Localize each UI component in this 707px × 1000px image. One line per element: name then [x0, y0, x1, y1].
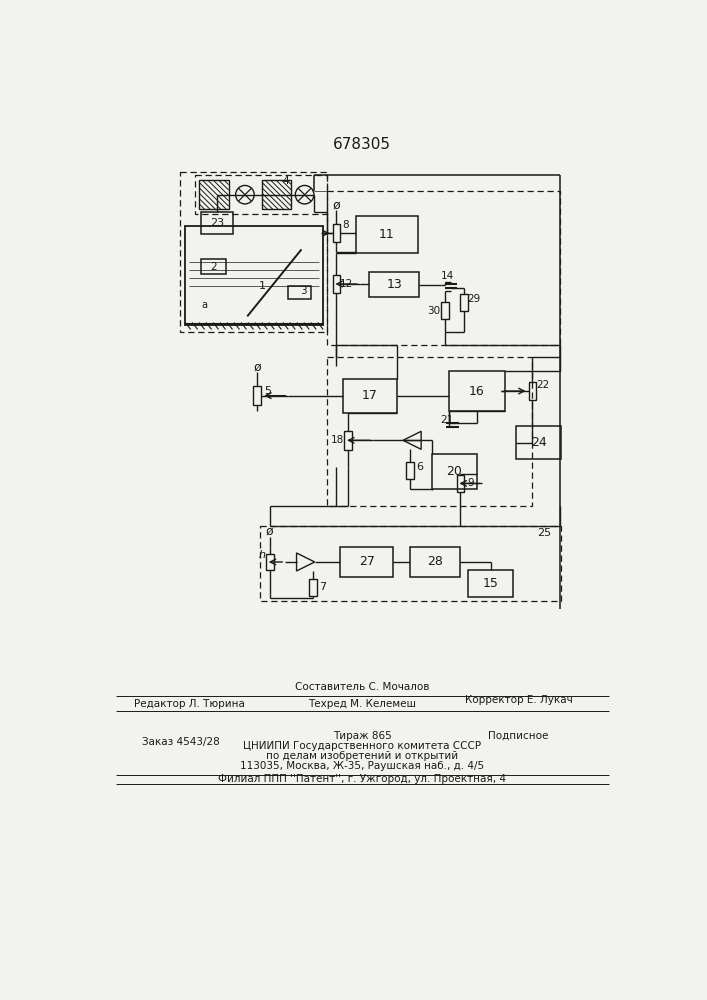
Text: 21: 21 — [440, 415, 453, 425]
Text: 2: 2 — [210, 262, 216, 272]
Text: 14: 14 — [440, 271, 454, 281]
Text: 11: 11 — [379, 228, 395, 241]
Bar — [309, 579, 317, 596]
Text: 3: 3 — [300, 286, 306, 296]
Bar — [356, 216, 418, 253]
Text: ø: ø — [332, 199, 340, 212]
Bar — [457, 475, 464, 492]
Bar — [201, 259, 226, 274]
Text: 8: 8 — [342, 220, 349, 230]
Text: ø: ø — [254, 361, 261, 374]
Text: 16: 16 — [469, 385, 484, 398]
Text: h: h — [259, 550, 265, 560]
Bar — [266, 554, 274, 570]
Bar — [180, 172, 327, 332]
Text: 15: 15 — [483, 577, 498, 590]
Text: 12: 12 — [340, 279, 353, 289]
Text: Редактор Л. Тюрина: Редактор Л. Тюрина — [134, 699, 245, 709]
Text: по делам изобретений и открытий: по делам изобретений и открытий — [266, 751, 458, 761]
Text: Техред М. Келемеш: Техред М. Келемеш — [308, 699, 416, 709]
Text: Составитель С. Мочалов: Составитель С. Мочалов — [295, 682, 429, 692]
Bar — [288, 286, 311, 299]
Text: ЦНИИПИ Государственного комитета СССР: ЦНИИПИ Государственного комитета СССР — [243, 741, 481, 751]
Bar — [185, 323, 323, 324]
Text: 24: 24 — [531, 436, 547, 449]
Text: 17: 17 — [362, 389, 378, 402]
Bar — [468, 570, 513, 597]
Bar — [529, 382, 537, 400]
Bar — [327, 191, 559, 345]
Bar — [516, 426, 561, 459]
Text: Заказ 4543/28: Заказ 4543/28 — [143, 737, 221, 747]
Bar — [262, 180, 291, 209]
Text: 22: 22 — [536, 380, 549, 390]
Bar — [432, 454, 477, 489]
Text: 6: 6 — [416, 462, 423, 472]
Bar — [406, 462, 414, 479]
Text: 25: 25 — [537, 528, 551, 538]
Text: 27: 27 — [358, 555, 375, 568]
Text: Тираж 865: Тираж 865 — [332, 731, 392, 741]
Bar — [441, 302, 449, 319]
Text: 29: 29 — [468, 294, 481, 304]
Text: a: a — [201, 300, 208, 310]
Text: 23: 23 — [210, 218, 224, 228]
Bar — [195, 175, 327, 214]
Text: 5: 5 — [264, 386, 271, 396]
Bar — [253, 386, 261, 405]
Bar — [332, 275, 340, 293]
Text: 20: 20 — [446, 465, 462, 478]
Text: Филиал ППП ''Патент'', г. Ужгород, ул. Проектная, 4: Филиал ППП ''Патент'', г. Ужгород, ул. П… — [218, 774, 506, 784]
Bar — [369, 272, 419, 297]
Text: 1: 1 — [259, 281, 267, 291]
Text: 9: 9 — [467, 478, 474, 488]
Text: 4: 4 — [283, 176, 289, 186]
Bar — [260, 526, 561, 601]
Text: Корректор Е. Лукач: Корректор Е. Лукач — [464, 695, 573, 705]
Text: ø: ø — [266, 525, 274, 538]
Text: 28: 28 — [427, 555, 443, 568]
Bar — [201, 212, 233, 234]
Text: 113035, Москва, Ж-35, Раушская наб., д. 4/5: 113035, Москва, Ж-35, Раушская наб., д. … — [240, 761, 484, 771]
Bar — [410, 547, 460, 577]
Text: 18: 18 — [331, 435, 344, 445]
Text: 678305: 678305 — [333, 137, 391, 152]
Bar — [460, 294, 468, 311]
Text: Подписное: Подписное — [489, 731, 549, 741]
Text: 7: 7 — [319, 582, 326, 592]
Bar — [340, 547, 393, 577]
Bar — [344, 431, 352, 450]
Bar — [185, 226, 323, 325]
Text: 13: 13 — [387, 278, 402, 291]
Text: 30: 30 — [428, 306, 440, 316]
Bar — [199, 180, 228, 209]
Bar — [449, 371, 505, 411]
Bar — [332, 224, 340, 242]
Bar — [343, 379, 397, 413]
Bar — [327, 357, 532, 506]
